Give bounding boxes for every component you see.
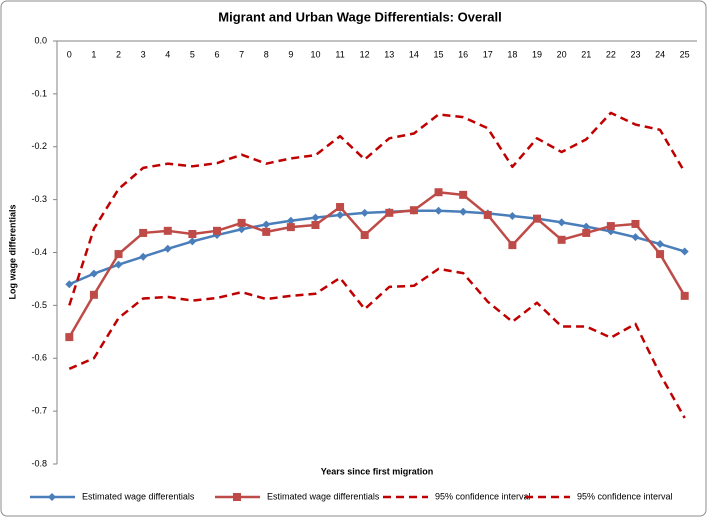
x-tick-label: 12 [360,49,370,59]
x-tick-label: 1 [91,49,96,59]
data-point [434,206,443,215]
data-point [557,235,566,244]
legend-label: 95% confidence interval [435,491,531,501]
legend-label: Estimated wage differentials [267,491,380,501]
x-tick-label: 9 [288,49,293,59]
y-tick-label: -0.5 [31,300,47,310]
x-tick-label: 24 [655,49,665,59]
x-axis-title: Years since first migration [321,466,434,476]
x-tick-label: 6 [214,49,219,59]
data-point [680,291,689,300]
x-tick-label: 22 [606,49,616,59]
x-tick-label: 16 [458,49,468,59]
data-point [163,226,172,235]
legend-marker [233,493,241,501]
data-point [656,240,665,249]
x-tick-label: 0 [67,49,72,59]
data-point [533,214,541,223]
y-tick-label: -0.8 [31,458,47,468]
data-point [483,210,492,219]
data-point [286,223,295,232]
y-tick-label: -0.4 [31,247,47,257]
data-point [336,203,345,212]
x-tick-label: 23 [630,49,640,59]
series-line [68,267,686,419]
y-tick-label: -0.1 [31,88,47,98]
data-point [557,218,566,227]
x-tick-label: 3 [141,49,146,59]
data-point [459,190,468,199]
data-point [139,228,148,237]
data-point [631,219,640,228]
data-point [114,260,123,269]
x-tick-label: 2 [116,49,121,59]
data-point [65,333,74,342]
x-tick-label: 17 [483,49,493,59]
data-point [89,269,98,278]
x-tick-label: 25 [680,49,690,59]
legend-label: Estimated wage differentials [82,491,195,501]
data-point [582,222,591,231]
x-tick-label: 15 [434,49,444,59]
data-point [286,216,295,225]
data-point [139,252,148,261]
chart-title: Migrant and Urban Wage Differentials: Ov… [218,9,501,24]
x-tick-label: 7 [239,49,244,59]
y-tick-label: -0.2 [31,141,47,151]
data-point [680,247,689,256]
series-line [68,111,686,306]
x-tick-label: 11 [335,49,344,59]
x-tick-label: 19 [532,49,542,59]
data-point [188,237,197,246]
data-point [65,280,74,289]
x-tick-label: 5 [190,49,195,59]
legend-label: 95% confidence interval [577,491,673,501]
data-point [336,210,345,219]
data-point [385,208,394,217]
legend-marker [48,493,56,501]
y-tick-label: -0.7 [31,406,47,416]
data-point [508,212,517,221]
x-tick-label: 13 [384,49,394,59]
x-tick-label: 14 [409,49,419,59]
data-point [360,208,369,217]
y-tick-label: -0.3 [31,194,47,204]
y-axis-title: Log wage differentials [7,204,17,299]
data-point [360,231,369,240]
data-point [656,250,665,259]
data-point [311,221,320,230]
data-point [508,241,517,250]
data-point [459,207,468,216]
x-tick-label: 4 [165,49,170,59]
x-tick-label: 8 [264,49,269,59]
data-point [434,188,443,197]
data-point [262,220,271,229]
data-point [631,233,640,242]
x-tick-label: 18 [507,49,517,59]
data-point [114,250,123,259]
data-point [163,244,172,253]
data-point [262,227,271,236]
y-tick-label: 0.0 [34,35,47,45]
y-tick-label: -0.6 [31,353,47,363]
data-point [582,228,591,237]
data-point [89,290,98,299]
data-point [188,229,197,238]
series-line [68,209,686,286]
data-point [237,218,246,227]
data-point [213,226,221,235]
data-point [311,213,320,222]
x-tick-label: 10 [310,49,320,59]
data-point [606,222,615,231]
data-point [237,225,246,234]
x-tick-label: 20 [557,49,567,59]
series-line [68,190,686,338]
x-tick-label: 21 [581,49,591,59]
data-point [409,206,418,215]
